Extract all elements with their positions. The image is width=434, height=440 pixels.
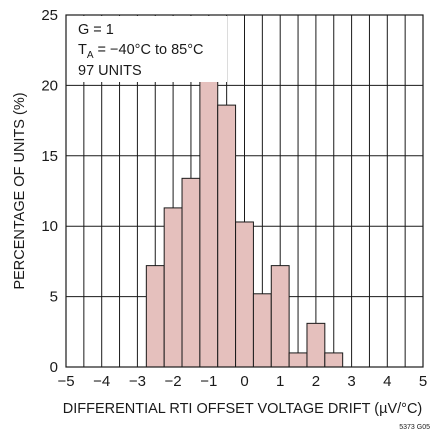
y-axis-title: PERCENTAGE OF UNITS (%) [12, 92, 28, 289]
figure-id: 5373 G05 [399, 424, 430, 431]
x-axis-title: DIFFERENTIAL RTI OFFSET VOLTAGE DRIFT (µ… [63, 401, 423, 417]
histogram-bar [181, 177, 201, 368]
histogram-bar [324, 352, 344, 368]
y-tick-label: 25 [41, 7, 58, 24]
x-tick-label: −5 [57, 373, 74, 390]
annotation-temperature: TA = −40°C to 85°C [78, 42, 203, 61]
annotation-box: G = 1 TA = −40°C to 85°C 97 UNITS [67, 16, 227, 82]
annotation-temp-range: = −40°C to 85°C [94, 42, 204, 58]
x-tick-label: 2 [312, 373, 320, 390]
annotation-gain: G = 1 [78, 22, 114, 38]
x-tick-label: −1 [200, 373, 217, 390]
histogram-bar [217, 104, 237, 368]
annotation-background [67, 16, 227, 82]
histogram-bar [252, 293, 272, 368]
histogram-bar [163, 207, 183, 368]
x-tick-label: 3 [347, 373, 355, 390]
x-tick-label: −3 [129, 373, 146, 390]
histogram-bar [145, 265, 165, 368]
x-tick-label: 1 [276, 373, 284, 390]
x-tick-labels: −5 −4 −3 −2 −1 0 1 2 3 4 5 [57, 373, 427, 390]
histogram-bar [270, 265, 290, 368]
y-tick-label: 20 [41, 77, 58, 94]
histogram-bar [235, 221, 254, 368]
annotation-temp-symbol: T [78, 42, 87, 58]
y-tick-label: 15 [41, 148, 58, 165]
y-tick-label: 0 [50, 359, 58, 376]
plot-frame [65, 14, 424, 368]
histogram-bar [306, 322, 326, 368]
x-tick-label: 4 [383, 373, 391, 390]
annotation-temp-subscript: A [87, 50, 94, 61]
y-tick-labels: 0 5 10 15 20 25 [41, 7, 58, 376]
x-tick-label: 5 [419, 373, 427, 390]
y-tick-label: 5 [50, 289, 58, 306]
x-tick-label: −4 [93, 373, 110, 390]
x-tick-label: −2 [165, 373, 182, 390]
x-tick-label: 0 [240, 373, 248, 390]
y-tick-label: 10 [41, 218, 58, 235]
histogram-bar [199, 62, 219, 368]
histogram-bar [288, 352, 308, 368]
annotation-units: 97 UNITS [78, 63, 142, 79]
